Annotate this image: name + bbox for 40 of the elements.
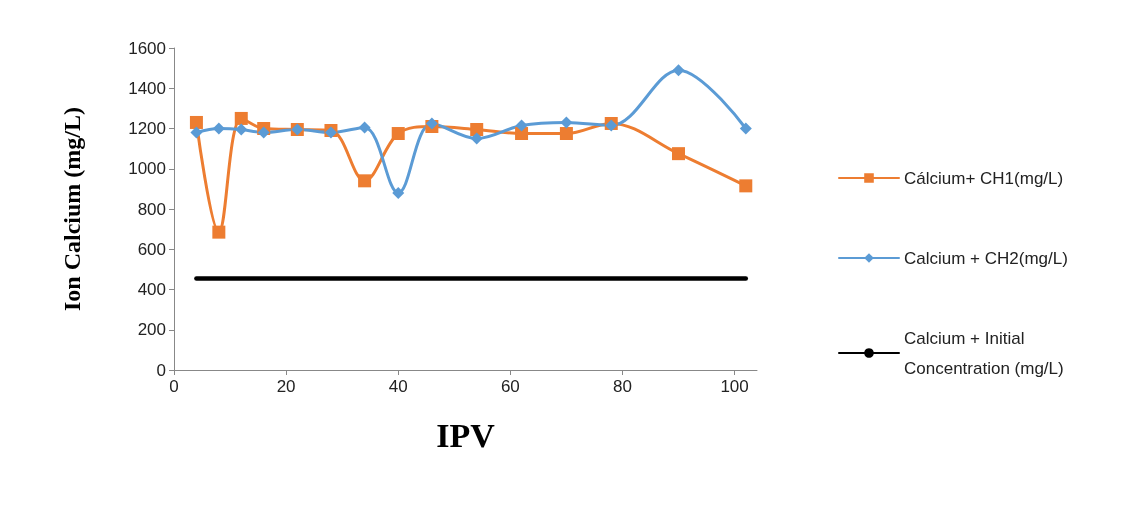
x-tick-label: 0: [169, 377, 179, 396]
point: [470, 123, 484, 137]
y-axis-title: Ion Calcium (mg/L): [59, 107, 85, 311]
point: [190, 126, 203, 139]
point: [212, 122, 225, 135]
y-tick-label: 1600: [128, 38, 166, 58]
y-tick-label: 1000: [128, 159, 166, 179]
point: [672, 64, 685, 77]
legend-label: Cálcium+ CH1(mg/L): [904, 168, 1064, 188]
point: [212, 225, 226, 239]
point: [672, 147, 686, 161]
point: [739, 122, 752, 135]
point: [739, 179, 753, 193]
x-tick-label: 60: [500, 377, 520, 396]
x-tick-label: 20: [276, 377, 296, 396]
point: [470, 132, 483, 145]
point: [392, 186, 405, 199]
y-tick-label: 1400: [128, 78, 166, 98]
point: [189, 115, 203, 129]
point: [515, 119, 528, 132]
y-tick-label: 0: [156, 360, 166, 380]
y-tick-label: 400: [137, 280, 166, 299]
y-tick-label: 600: [137, 239, 166, 259]
legend-label: Calcium + Initial Concentration (mg/L): [904, 328, 1064, 378]
x-tick-label: 80: [613, 377, 632, 396]
point: [235, 123, 248, 136]
point: [358, 121, 371, 134]
point: [560, 116, 573, 129]
x-axis-title: IPV: [436, 416, 496, 454]
y-tick-label: 1200: [128, 119, 166, 138]
point: [234, 111, 248, 125]
point: [257, 126, 270, 139]
y-tick-label: 200: [137, 320, 166, 340]
point: [559, 127, 573, 141]
point: [391, 127, 405, 141]
y-tick-label: 800: [137, 199, 166, 219]
x-tick-label: 40: [388, 377, 408, 396]
legend-label: Calcium + CH2(mg/L): [904, 248, 1068, 268]
x-tick-label: 100: [720, 377, 749, 396]
point: [358, 174, 372, 188]
